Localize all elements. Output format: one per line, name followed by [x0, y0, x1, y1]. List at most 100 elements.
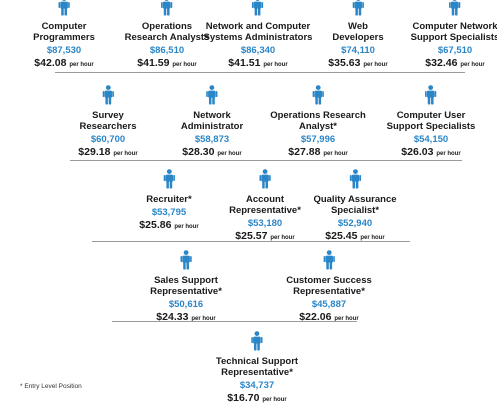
- job-title: Sales Support Representative*: [150, 275, 222, 297]
- annual-salary: $87,530: [46, 45, 82, 56]
- person-icon: [78, 85, 137, 110]
- person-icon: [328, 0, 387, 21]
- hourly-wage: $26.03 per hour: [387, 146, 476, 160]
- footnote: * Entry Level Position: [20, 383, 82, 390]
- hourly-wage: $25.57 per hour: [229, 230, 301, 244]
- per-hour-label: per hour: [323, 151, 348, 157]
- job-title-line: Researchers: [79, 121, 137, 132]
- job-title-line: Systems Administrators: [203, 32, 313, 43]
- job-title-line: Developers: [332, 32, 384, 43]
- hourly-value: $25.57: [235, 230, 268, 242]
- hourly-wage: $22.06 per hour: [286, 311, 372, 325]
- job-node: Customer Success Representative* $45,887 $2…: [286, 250, 372, 325]
- annual-salary: $58,873: [194, 134, 230, 145]
- hourly-wage: $25.45 per hour: [313, 230, 396, 244]
- hourly-value: $42.08: [34, 57, 67, 69]
- job-node: Computer User Support Specialists $54,150 $…: [387, 85, 476, 160]
- hourly-value: $22.06: [299, 311, 332, 323]
- person-icon: [125, 0, 210, 21]
- job-title: Operations Research Analyst*: [270, 110, 366, 132]
- job-title-line: Support Specialists: [386, 121, 476, 132]
- hourly-wage: $28.30 per hour: [181, 146, 243, 160]
- per-hour-label: per hour: [270, 235, 295, 241]
- hourly-wage: $24.33 per hour: [150, 311, 222, 325]
- hourly-value: $27.88: [288, 146, 321, 158]
- job-title: Computer User Support Specialists: [387, 110, 476, 132]
- person-icon: [229, 169, 301, 194]
- hourly-wage: $35.63 per hour: [328, 57, 387, 71]
- annual-salary: $50,616: [168, 299, 204, 310]
- job-title-line: Quality Assurance: [313, 194, 397, 205]
- job-title-line: Technical Support: [215, 356, 299, 367]
- hourly-value: $28.30: [182, 146, 215, 158]
- job-title-line: Account: [246, 194, 284, 205]
- person-icon: [33, 0, 95, 21]
- hourly-wage: $25.86 per hour: [139, 219, 198, 233]
- job-title-line: Network: [193, 110, 231, 121]
- job-node: Account Representative* $53,180 $25.57 per …: [229, 169, 301, 244]
- person-icon: [181, 85, 243, 110]
- annual-salary: $60,700: [90, 134, 126, 145]
- person-icon: [286, 250, 372, 275]
- job-title: Computer Programmers: [33, 21, 95, 43]
- job-title-line: Sales Support: [154, 275, 218, 286]
- job-node: Quality Assurance Specialist* $52,940 $25.4…: [313, 169, 397, 244]
- person-icon: [270, 85, 366, 110]
- job-title-line: Research Analysts: [124, 32, 210, 43]
- job-node: Computer Network Support Specialists $67,5…: [411, 0, 497, 71]
- job-title-line: Representative*: [150, 286, 222, 297]
- hourly-value: $32.46: [425, 57, 458, 69]
- person-icon: [150, 250, 222, 275]
- hourly-value: $25.86: [139, 219, 172, 231]
- tier-divider-3: [92, 241, 410, 242]
- job-node: Network Administrator $58,873 $28.30 per ho…: [181, 85, 243, 160]
- annual-salary: $86,340: [240, 45, 276, 56]
- per-hour-label: per hour: [262, 397, 287, 403]
- annual-salary: $54,150: [413, 134, 449, 145]
- job-title-line: Analyst*: [298, 121, 338, 132]
- job-title-line: Computer: [41, 21, 87, 32]
- job-title-line: Recruiter*: [146, 194, 192, 205]
- annual-salary: $86,510: [149, 45, 185, 56]
- per-hour-label: per hour: [69, 62, 94, 68]
- job-node: Network and Computer Systems Administrato…: [203, 0, 313, 71]
- job-title-line: Specialist*: [330, 205, 380, 216]
- job-node: Sales Support Representative* $50,616 $24.3…: [150, 250, 222, 325]
- hourly-value: $29.18: [78, 146, 111, 158]
- hourly-wage: $41.59 per hour: [125, 57, 210, 71]
- per-hour-label: per hour: [172, 62, 197, 68]
- hourly-value: $35.63: [328, 57, 361, 69]
- job-title: Account Representative*: [229, 194, 301, 216]
- per-hour-label: per hour: [363, 62, 388, 68]
- job-node: Web Developers $74,110 $35.63 per hour: [328, 0, 388, 71]
- job-title-line: Computer User: [396, 110, 466, 121]
- job-title-line: Programmers: [33, 32, 95, 43]
- person-icon: [216, 331, 298, 356]
- hourly-value: $24.33: [156, 311, 189, 323]
- hourly-value: $41.59: [137, 57, 170, 69]
- job-title-line: Customer Success: [286, 275, 372, 286]
- job-node: Computer Programmers $87,530 $42.08 per hou…: [33, 0, 95, 71]
- tier-divider-4: [112, 321, 357, 322]
- job-node: Survey Researchers $60,700 $29.18 per hour: [78, 85, 138, 160]
- person-icon: [411, 0, 497, 21]
- per-hour-label: per hour: [174, 224, 199, 230]
- job-title-line: Administrator: [180, 121, 244, 132]
- person-icon: [139, 169, 198, 194]
- job-title-line: Support Specialists: [410, 32, 497, 43]
- per-hour-label: per hour: [436, 151, 461, 157]
- hourly-wage: $16.70 per hour: [216, 392, 298, 406]
- hourly-value: $26.03: [401, 146, 434, 158]
- job-title-line: Survey: [92, 110, 124, 121]
- job-title: Recruiter*: [139, 194, 198, 205]
- tier-divider-1: [55, 72, 465, 73]
- per-hour-label: per hour: [191, 316, 216, 322]
- per-hour-label: per hour: [113, 151, 138, 157]
- job-title-line: Network and Computer: [205, 21, 311, 32]
- job-title-line: Representative*: [229, 205, 301, 216]
- hourly-wage: $42.08 per hour: [33, 57, 95, 71]
- annual-salary: $53,180: [247, 218, 283, 229]
- job-title: Survey Researchers: [78, 110, 137, 132]
- job-title: Operations Research Analysts: [125, 21, 210, 43]
- hourly-wage: $27.88 per hour: [270, 146, 366, 160]
